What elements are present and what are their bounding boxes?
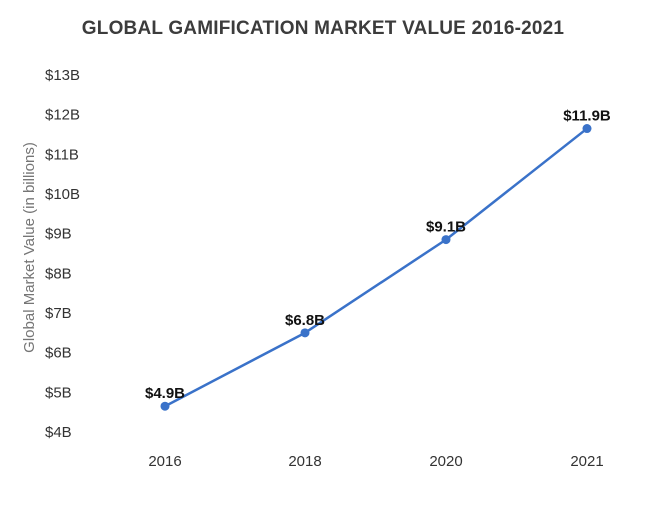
x-tick-label: 2018 — [288, 453, 321, 470]
chart-title: GLOBAL GAMIFICATION MARKET VALUE 2016-20… — [81, 18, 565, 39]
y-tick-label: $7B — [45, 305, 72, 322]
y-tick-label: $12B — [45, 107, 80, 124]
y-tick-label: $8B — [45, 265, 72, 282]
y-axis-label: Global Market Value (in billions) — [21, 142, 38, 353]
data-label: $11.9B — [563, 108, 611, 125]
x-tick-label: 2021 — [570, 453, 603, 470]
x-tick-label: 2020 — [429, 453, 462, 470]
data-point — [300, 328, 310, 338]
data-label: $6.8B — [285, 312, 325, 329]
y-tick-label: $4B — [45, 424, 72, 441]
y-tick-label: $10B — [45, 186, 80, 203]
y-tick-label: $6B — [45, 345, 72, 362]
series-line — [163, 127, 589, 408]
data-point — [160, 401, 170, 411]
y-tick-label: $9B — [45, 226, 72, 243]
y-tick-label: $5B — [45, 384, 72, 401]
data-point — [441, 235, 451, 245]
data-point — [582, 124, 592, 134]
data-label: $4.9B — [145, 385, 185, 402]
x-tick-label: 2016 — [148, 453, 181, 470]
data-label: $9.1B — [426, 219, 466, 236]
y-tick-label: $11B — [45, 146, 79, 163]
y-tick-label: $13B — [45, 67, 80, 84]
